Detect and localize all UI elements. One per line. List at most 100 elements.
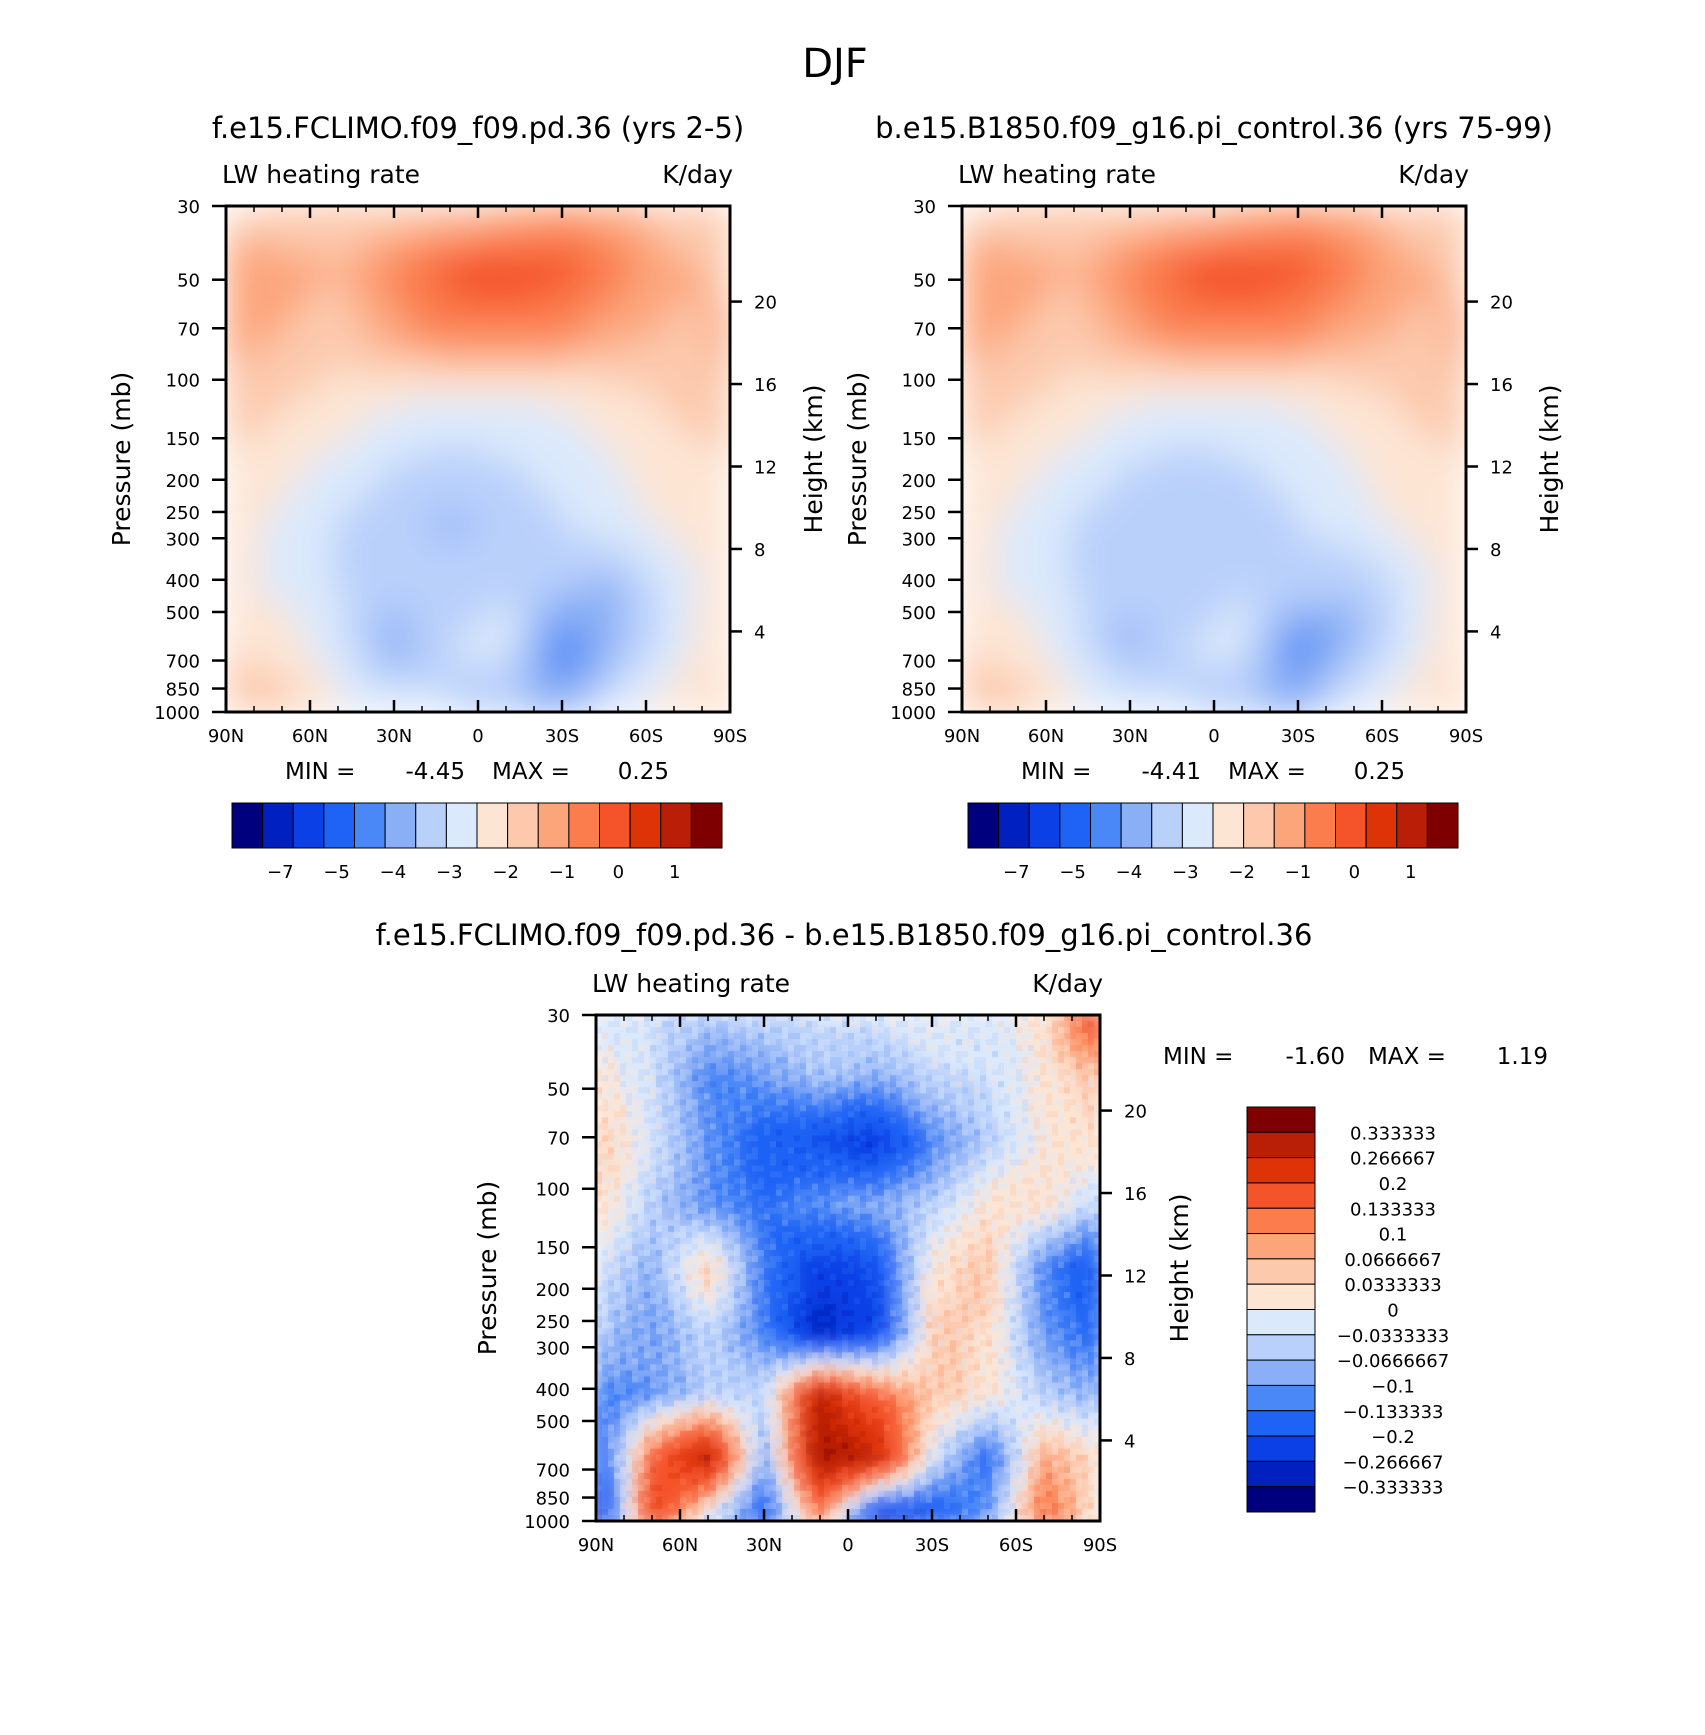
field-cell — [1274, 290, 1287, 304]
field-cell — [1106, 495, 1119, 508]
field-cell — [646, 651, 659, 665]
field-cell — [550, 230, 563, 243]
field-cell — [298, 398, 311, 412]
field-cell — [706, 206, 719, 219]
field-cell — [310, 386, 323, 400]
field-cell — [718, 651, 730, 665]
field-cell — [502, 567, 515, 581]
field-cell — [454, 242, 467, 255]
field-cell — [418, 639, 431, 653]
field-cell — [226, 254, 239, 268]
field-cell — [1214, 639, 1227, 653]
field-cell — [574, 350, 587, 364]
field-cell — [1454, 254, 1466, 268]
field-cell — [1298, 386, 1311, 400]
field-cell — [1370, 603, 1383, 617]
field-cell — [694, 362, 707, 376]
field-cell — [610, 663, 623, 677]
field-cell — [646, 699, 659, 712]
field-cell — [1190, 531, 1203, 545]
field-cell — [238, 507, 251, 521]
field-cell — [1382, 483, 1395, 496]
field-cell — [238, 254, 251, 268]
field-cell — [1178, 218, 1191, 231]
field-cell — [1454, 434, 1466, 448]
field-cell — [1202, 699, 1215, 712]
field-cell — [1130, 699, 1143, 712]
field-cell — [1382, 519, 1395, 533]
field-cell — [872, 1039, 885, 1052]
colorbar-label: −4 — [380, 862, 407, 883]
field-cell — [718, 230, 730, 243]
field-cell — [812, 1027, 825, 1040]
field-cell — [1178, 422, 1191, 436]
field-cell — [598, 507, 611, 521]
field-cell — [598, 555, 611, 569]
field-cell — [334, 639, 347, 653]
field-cell — [514, 507, 527, 521]
field-cell — [1454, 471, 1466, 484]
field-cell — [670, 302, 683, 316]
field-cell — [1016, 1027, 1029, 1040]
field-cell — [1430, 434, 1443, 448]
field-cell — [962, 326, 975, 340]
field-cell — [776, 1135, 789, 1149]
field-cell — [598, 362, 611, 376]
field-cell — [526, 591, 539, 605]
field-cell — [908, 1027, 921, 1040]
field-cell — [562, 362, 575, 376]
field-cell — [694, 446, 707, 460]
field-cell — [1370, 410, 1383, 424]
field-cell — [1274, 446, 1287, 460]
field-cell — [574, 663, 587, 677]
field-cell — [250, 495, 263, 508]
field-cell — [1334, 531, 1347, 545]
field-cell — [586, 410, 599, 424]
field-cell — [608, 1111, 621, 1125]
x-tick-label: 60N — [292, 726, 328, 747]
field-cell — [394, 687, 407, 701]
field-cell — [1022, 374, 1035, 388]
field-cell — [1202, 266, 1215, 280]
field-cell — [658, 459, 671, 472]
field-cell — [1082, 218, 1095, 231]
field-cell — [598, 543, 611, 557]
field-cell — [1418, 699, 1431, 712]
field-cell — [646, 639, 659, 653]
field-cell — [1034, 699, 1047, 712]
field-cell — [1088, 1087, 1100, 1101]
field-cell — [478, 471, 491, 484]
field-cell — [1190, 687, 1203, 701]
field-cell — [682, 627, 695, 641]
field-cell — [680, 1099, 693, 1113]
field-cell — [1076, 1051, 1089, 1064]
field-cell — [1190, 603, 1203, 617]
colorbar-label: −1 — [1285, 862, 1312, 883]
field-cell — [226, 579, 239, 593]
field-cell — [740, 1087, 753, 1101]
colorbar-swatch — [445, 802, 478, 849]
field-cell — [262, 242, 275, 255]
field-cell — [1286, 543, 1299, 557]
field-cell — [694, 434, 707, 448]
field-cell — [656, 1039, 669, 1052]
field-cell — [752, 1135, 765, 1149]
field-cell — [718, 362, 730, 376]
field-cell — [394, 579, 407, 593]
field-cell — [1442, 591, 1455, 605]
field-cell — [1262, 386, 1275, 400]
field-cell — [1382, 422, 1395, 436]
field-cell — [1250, 386, 1263, 400]
field-cell — [454, 459, 467, 472]
field-cell — [574, 471, 587, 484]
field-cell — [358, 362, 371, 376]
colorbar-swatch — [323, 802, 356, 849]
field-cell — [1166, 675, 1179, 689]
field-cell — [682, 278, 695, 292]
field-cell — [562, 350, 575, 364]
field-cell — [574, 591, 587, 605]
field-cell — [1394, 230, 1407, 243]
field-cell — [298, 675, 311, 689]
field-cell — [718, 627, 730, 641]
field-cell — [1406, 603, 1419, 617]
